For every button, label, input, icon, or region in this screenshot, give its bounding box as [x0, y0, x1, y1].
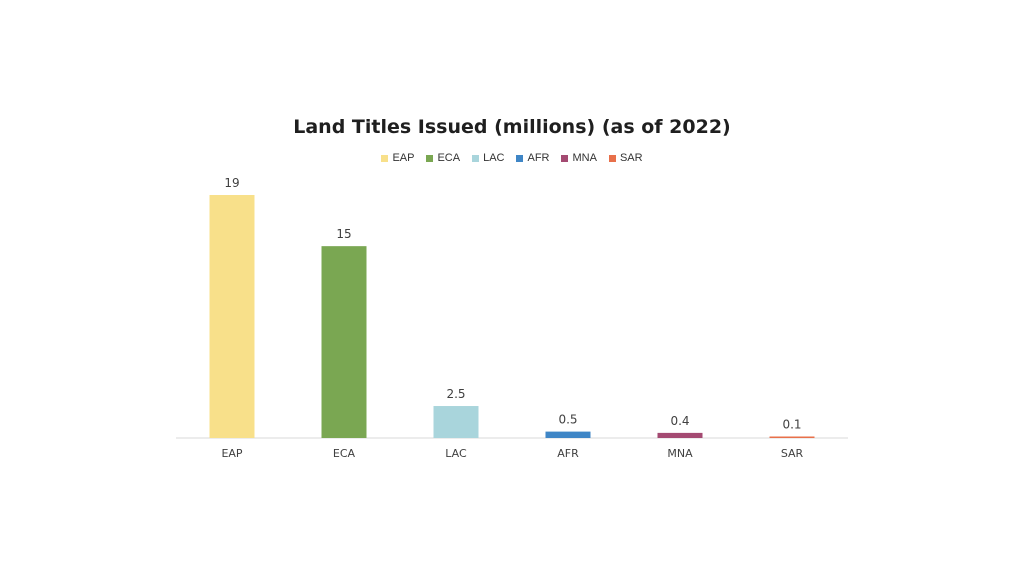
legend-item: ECA [426, 152, 460, 164]
legend-item: SAR [608, 152, 643, 164]
data-label: 0.4 [670, 414, 689, 428]
legend-label: EAP [392, 152, 415, 164]
legend-item: EAP [381, 152, 414, 164]
bar-afr [545, 431, 591, 438]
legend-label: SAR [619, 152, 643, 164]
x-tick-label: AFR [557, 447, 579, 460]
legend-label: LAC [483, 152, 505, 164]
x-tick-label: ECA [333, 447, 356, 460]
legend-label: MNA [572, 152, 597, 164]
legend-swatch [608, 154, 616, 162]
legend-item: AFR [516, 152, 549, 164]
legend-swatch [426, 154, 434, 162]
legend: EAP ECA LAC AFR MNA SAR [0, 152, 1024, 164]
x-tick-label: SAR [781, 447, 804, 460]
legend-item: LAC [472, 152, 504, 164]
legend-label: AFR [527, 152, 550, 164]
x-tick-label: MNA [667, 447, 693, 460]
x-tick-label: LAC [445, 447, 467, 460]
legend-swatch [381, 154, 389, 162]
bar-eap [209, 195, 255, 438]
legend-swatch [516, 154, 524, 162]
data-label: 0.5 [558, 413, 577, 427]
data-label: 15 [336, 227, 351, 241]
bar-sar [769, 436, 815, 438]
data-label: 2.5 [446, 387, 465, 401]
legend-swatch [561, 154, 569, 162]
bar-eca [321, 246, 367, 438]
legend-item: MNA [561, 152, 597, 164]
data-label: 19 [224, 176, 239, 190]
data-label: 0.1 [782, 418, 801, 432]
legend-label: ECA [437, 152, 461, 164]
chart-title: Land Titles Issued (millions) (as of 202… [293, 116, 731, 138]
bar-mna [657, 432, 703, 438]
x-tick-label: EAP [221, 447, 242, 460]
legend-swatch [472, 154, 480, 162]
bar-lac [433, 406, 479, 438]
